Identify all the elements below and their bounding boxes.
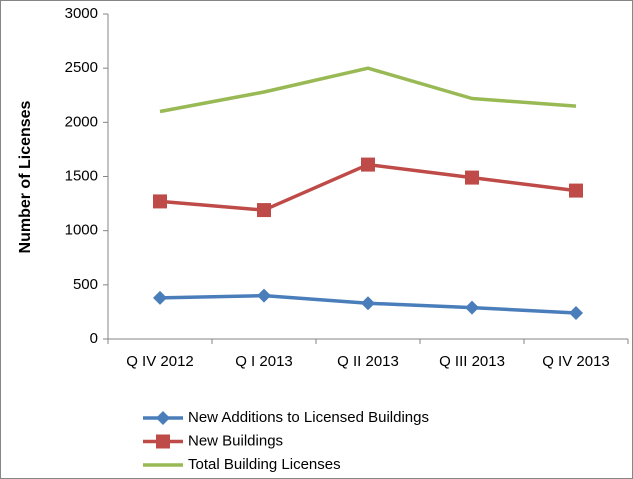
y-axis-label: Number of Licenses [17,100,34,253]
data-point [361,157,375,172]
y-tick-label: 2000 [65,113,98,130]
data-point [465,170,479,185]
y-tick-label: 3000 [65,5,98,22]
data-point [361,296,375,311]
legend-label: New Buildings [188,432,283,449]
x-tick-label: Q IV 2012 [126,353,194,370]
y-tick-label: 1000 [65,222,98,239]
y-tick-label: 2500 [65,59,98,76]
legend-marker [156,434,170,449]
data-point [153,290,167,305]
x-tick-label: Q III 2013 [439,353,505,370]
x-tick-label: Q II 2013 [337,353,399,370]
y-tick-label: 1500 [65,167,98,184]
series-line [159,66,577,114]
data-point [569,183,583,198]
data-point [257,203,271,218]
legend-marker [156,411,170,425]
data-point [569,306,583,320]
legend-label: Total Building Licenses [188,456,341,473]
data-point [257,288,271,303]
legend-label: New Additions to Licensed Buildings [188,409,429,426]
x-tick-label: Q I 2013 [235,353,293,370]
data-point [465,300,479,315]
y-tick-label: 0 [90,330,98,347]
data-point [153,194,167,209]
x-tick-label: Q IV 2013 [542,353,610,370]
y-tick-label: 500 [73,276,98,293]
